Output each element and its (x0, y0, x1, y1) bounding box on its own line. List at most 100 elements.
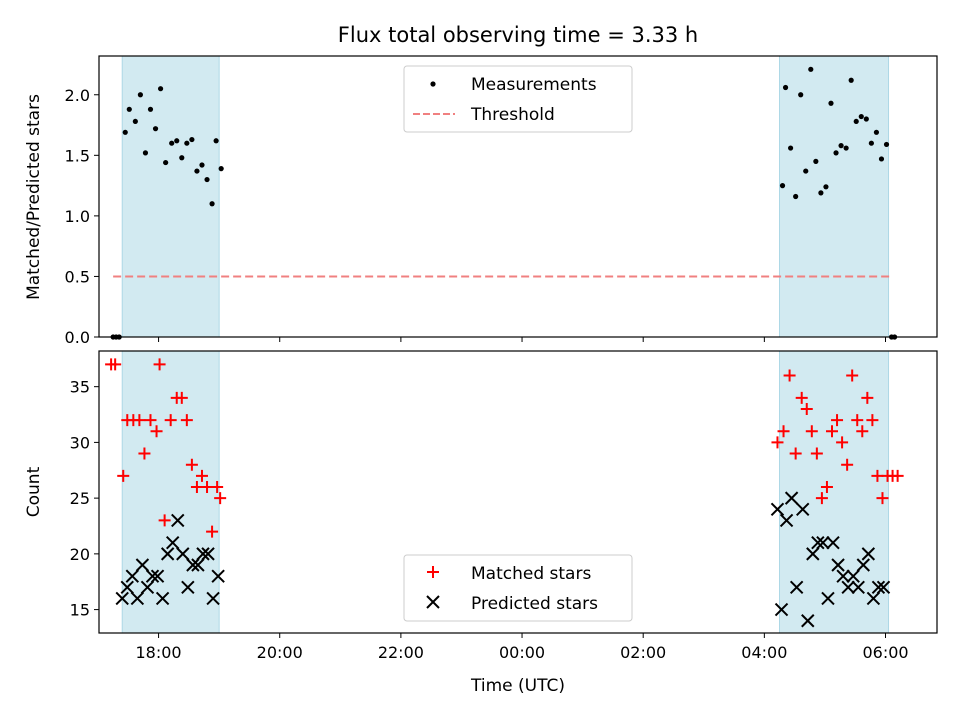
predicted-stars-point (851, 580, 865, 595)
measurement-point (853, 118, 859, 125)
matched-stars-point (150, 425, 163, 438)
bottom-y-axis-label: Count (24, 466, 44, 517)
predicted-stars-point (115, 591, 129, 606)
predicted-stars-point (150, 569, 165, 583)
measurement-point (137, 92, 143, 98)
y-tick-label: 0.0 (65, 328, 90, 347)
measurement-point (142, 150, 149, 156)
legend-measurements-marker (430, 81, 436, 87)
top-y-axis-label: Matched/Predicted stars (24, 94, 44, 300)
matched-stars-point (180, 414, 193, 427)
measurement-point (818, 190, 824, 196)
y-tick-label: 30 (70, 433, 90, 452)
measurement-point (833, 150, 839, 156)
measurement-point (848, 77, 854, 83)
observing-span (121, 350, 220, 634)
measurement-point (858, 113, 864, 120)
predicted-stars-point (826, 536, 840, 550)
observing-span (778, 350, 890, 634)
top-panel: 0.00.51.01.52.0 Matched/Predicted stars … (24, 55, 938, 347)
y-tick-label: 2.0 (65, 86, 90, 105)
predicted-stars-point (196, 547, 210, 561)
matched-stars-point (831, 414, 844, 427)
predicted-stars-point (206, 591, 220, 606)
y-tick-label: 15 (70, 601, 90, 620)
predicted-stars-point (866, 591, 881, 606)
predicted-stars-point (806, 547, 820, 561)
measurement-point (194, 168, 200, 174)
matched-stars-point (836, 436, 849, 449)
measurement-point (179, 155, 185, 161)
matched-stars-point (825, 425, 838, 438)
predicted-stars-point (821, 591, 835, 606)
matched-stars-point (810, 447, 823, 460)
predicted-stars-point (796, 502, 810, 516)
matched-stars-point (158, 514, 171, 527)
bottom-plot-frame (98, 350, 938, 634)
measurement-point (199, 162, 205, 168)
predicted-stars-point (140, 580, 155, 595)
predicted-stars-point (801, 614, 815, 628)
matched-stars-point (861, 391, 874, 404)
bottom-legend: Matched stars Predicted stars (403, 554, 633, 622)
matched-stars-point (846, 369, 859, 382)
predicted-stars-point (130, 591, 145, 606)
legend-matched-label: Matched stars (471, 564, 591, 584)
predicted-stars-point (841, 580, 855, 595)
x-axis-label: Time (UTC) (470, 676, 565, 696)
measurement-point (779, 182, 786, 189)
measurement-point (788, 145, 794, 151)
measurement-point (157, 86, 164, 92)
y-tick-label: 20 (70, 545, 90, 564)
predicted-stars-point (201, 547, 215, 561)
matched-stars-point (871, 469, 884, 482)
matched-stars-point (841, 458, 854, 471)
matched-stars-point (153, 358, 166, 371)
measurement-point (204, 176, 210, 183)
measurement-point (823, 184, 829, 190)
matched-stars-point (133, 414, 146, 427)
measurement-point (169, 140, 175, 146)
top-plot-frame (98, 55, 938, 338)
matched-stars-point (117, 469, 130, 482)
matched-stars-point (771, 436, 784, 449)
predicted-stars-point (145, 569, 160, 583)
measurement-point (152, 126, 159, 132)
predicted-stars-point (211, 569, 225, 583)
y-tick-label: 1.5 (65, 146, 90, 165)
measurement-point (174, 138, 180, 144)
predicted-stars-point (165, 536, 180, 550)
predicted-stars-point (160, 547, 175, 561)
measurement-point (122, 129, 128, 135)
measurement-point (126, 106, 132, 112)
matched-stars-point (851, 414, 864, 427)
matched-stars-point (856, 425, 869, 438)
measurement-point (868, 140, 874, 146)
matched-stars-point (206, 525, 219, 538)
predicted-stars-point (155, 591, 170, 606)
predicted-stars-point (789, 580, 804, 595)
matched-stars-point (891, 469, 904, 482)
measurement-point (209, 201, 215, 207)
measurement-point (813, 158, 819, 164)
legend-predicted-marker (426, 595, 440, 609)
y-tick-label: 0.5 (65, 267, 90, 286)
predicted-stars-point (784, 491, 799, 505)
measurement-point (843, 145, 849, 151)
matched-stars-point (815, 492, 828, 505)
measurement-point (803, 168, 809, 174)
predicted-stars-point (811, 536, 825, 550)
predicted-stars-point (191, 558, 205, 572)
y-tick-label: 1.0 (65, 207, 90, 226)
predicted-stars-point (861, 547, 876, 561)
predicted-stars-point (171, 513, 185, 528)
measurement-point (808, 66, 814, 72)
measurement-point (883, 141, 890, 148)
observing-span (121, 55, 220, 338)
legend-measurements-label: Measurements (471, 75, 597, 95)
matched-stars-point (795, 391, 808, 404)
predicted-stars-point (876, 580, 891, 595)
predicted-stars-point (125, 569, 140, 583)
matched-stars-point (144, 414, 157, 427)
measurement-point (147, 106, 154, 112)
